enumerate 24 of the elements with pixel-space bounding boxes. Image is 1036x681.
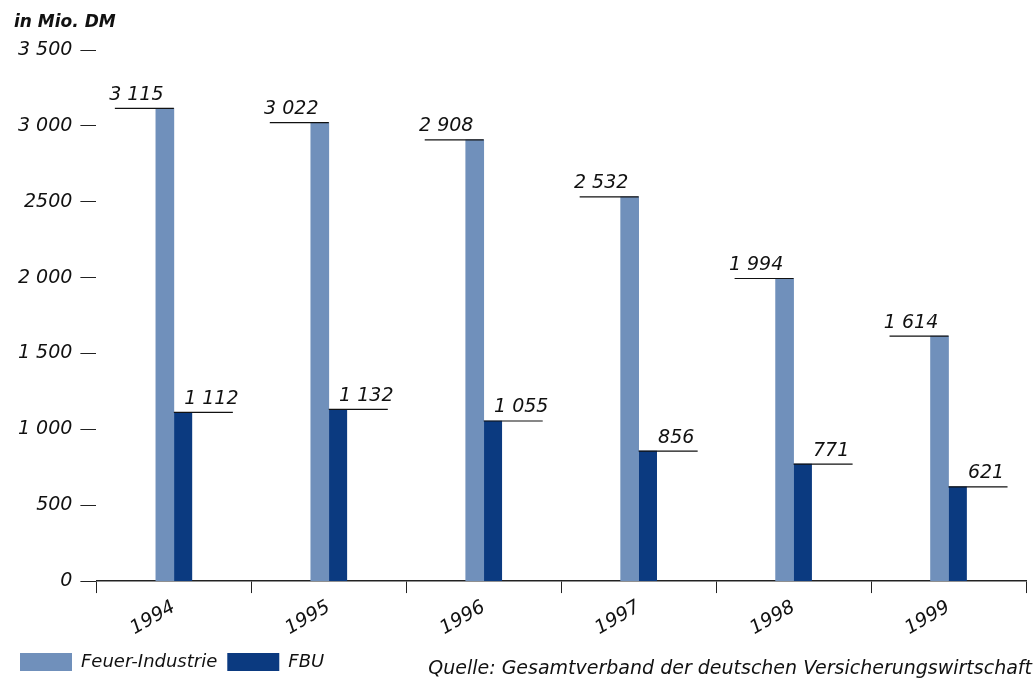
y-tick-label: 0 (60, 568, 73, 591)
data-label: 3 115 (109, 81, 164, 104)
source-note: Quelle: Gesamtverband der deutschen Versicherungswirtschaft (428, 656, 1034, 679)
data-label: 2 908 (419, 113, 474, 136)
y-tick-label: 2 000 (17, 264, 73, 287)
y-tick-label: 1 500 (17, 340, 73, 363)
data-label: 856 (658, 424, 695, 447)
data-label: 1 112 (184, 385, 239, 408)
data-label: 771 (812, 437, 850, 460)
y-tick-label: 3 000 (17, 112, 73, 135)
data-label: 2 532 (573, 170, 629, 193)
y-axis-title: in Mio. DM (14, 10, 116, 31)
data-label: 1 132 (339, 382, 394, 405)
legend-label: Feuer-Industrie (81, 649, 218, 671)
data-label: 1 614 (883, 309, 939, 332)
y-tick-label: 500 (36, 492, 73, 515)
legend-label: FBU (288, 649, 325, 671)
y-tick-label: 1 000 (17, 416, 73, 439)
data-label: 1 055 (494, 394, 549, 417)
data-label: 1 994 (728, 251, 784, 274)
y-tick-label: 2500 (24, 188, 73, 211)
data-label: 3 022 (264, 95, 319, 118)
y-tick-label: 3 500 (17, 36, 73, 59)
data-label: 621 (967, 460, 1005, 483)
